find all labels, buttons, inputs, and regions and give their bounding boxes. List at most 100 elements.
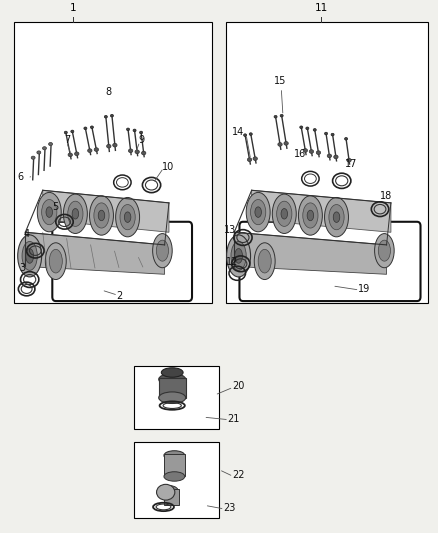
Polygon shape xyxy=(25,232,165,274)
Ellipse shape xyxy=(152,233,172,268)
Polygon shape xyxy=(234,232,387,274)
Text: 20: 20 xyxy=(232,381,244,391)
Ellipse shape xyxy=(74,152,79,156)
Polygon shape xyxy=(43,190,169,232)
Ellipse shape xyxy=(280,115,283,117)
Ellipse shape xyxy=(89,196,113,235)
Text: 19: 19 xyxy=(358,284,371,294)
Ellipse shape xyxy=(253,157,258,160)
Ellipse shape xyxy=(255,207,261,217)
Text: 21: 21 xyxy=(228,414,240,424)
Ellipse shape xyxy=(378,240,391,261)
Ellipse shape xyxy=(231,241,246,270)
Ellipse shape xyxy=(71,130,74,133)
Text: 16: 16 xyxy=(294,149,306,158)
Ellipse shape xyxy=(135,150,139,154)
Ellipse shape xyxy=(68,153,72,157)
Ellipse shape xyxy=(284,142,288,145)
Ellipse shape xyxy=(124,212,131,222)
Bar xyxy=(134,366,219,429)
Ellipse shape xyxy=(331,133,334,136)
Ellipse shape xyxy=(374,233,394,268)
Ellipse shape xyxy=(329,205,344,230)
Bar xyxy=(164,455,185,477)
Text: 7: 7 xyxy=(64,135,71,146)
Ellipse shape xyxy=(140,131,143,134)
Ellipse shape xyxy=(327,154,332,158)
Ellipse shape xyxy=(31,156,35,159)
Text: 11: 11 xyxy=(314,3,328,13)
Ellipse shape xyxy=(251,199,266,225)
Ellipse shape xyxy=(313,128,316,131)
Ellipse shape xyxy=(281,208,288,219)
Text: 2: 2 xyxy=(117,292,123,301)
Text: 10: 10 xyxy=(162,161,175,172)
Ellipse shape xyxy=(226,235,251,277)
Ellipse shape xyxy=(307,210,314,221)
Text: 18: 18 xyxy=(380,190,392,200)
Ellipse shape xyxy=(334,155,338,159)
Ellipse shape xyxy=(46,243,66,279)
Ellipse shape xyxy=(325,132,328,135)
Bar xyxy=(159,378,186,398)
Ellipse shape xyxy=(64,194,87,233)
Ellipse shape xyxy=(84,127,87,130)
Ellipse shape xyxy=(98,210,105,221)
Ellipse shape xyxy=(94,203,109,228)
Ellipse shape xyxy=(26,248,34,263)
Ellipse shape xyxy=(88,149,92,152)
Ellipse shape xyxy=(303,203,318,228)
Bar xyxy=(163,489,179,505)
Ellipse shape xyxy=(333,212,340,222)
Text: 17: 17 xyxy=(345,159,357,169)
Ellipse shape xyxy=(235,248,243,263)
Ellipse shape xyxy=(164,472,185,481)
Ellipse shape xyxy=(64,131,67,134)
Text: 15: 15 xyxy=(274,76,286,86)
Text: 12: 12 xyxy=(226,257,239,266)
Ellipse shape xyxy=(42,199,57,225)
Ellipse shape xyxy=(49,142,53,146)
Ellipse shape xyxy=(120,205,135,230)
Ellipse shape xyxy=(254,243,275,279)
Ellipse shape xyxy=(164,451,185,460)
Text: 14: 14 xyxy=(232,127,244,138)
Ellipse shape xyxy=(272,194,296,233)
Bar xyxy=(226,22,428,303)
Ellipse shape xyxy=(316,151,321,155)
Ellipse shape xyxy=(37,192,61,232)
Bar xyxy=(134,442,219,519)
Ellipse shape xyxy=(159,392,186,403)
Ellipse shape xyxy=(110,115,113,117)
Ellipse shape xyxy=(94,148,99,151)
Ellipse shape xyxy=(345,138,348,140)
Ellipse shape xyxy=(18,235,42,277)
Text: 13: 13 xyxy=(224,224,237,235)
Ellipse shape xyxy=(141,151,146,155)
Ellipse shape xyxy=(298,196,322,235)
Text: 6: 6 xyxy=(17,172,23,182)
Ellipse shape xyxy=(42,147,46,150)
Bar xyxy=(14,22,212,303)
Ellipse shape xyxy=(104,116,107,118)
Ellipse shape xyxy=(133,129,136,132)
Ellipse shape xyxy=(49,249,62,273)
Ellipse shape xyxy=(22,241,37,270)
Ellipse shape xyxy=(161,368,183,377)
Ellipse shape xyxy=(106,144,111,148)
Ellipse shape xyxy=(303,149,307,152)
Ellipse shape xyxy=(159,374,186,385)
Ellipse shape xyxy=(46,207,53,217)
Ellipse shape xyxy=(300,126,303,128)
Ellipse shape xyxy=(113,143,117,147)
Ellipse shape xyxy=(68,201,83,227)
Text: 1: 1 xyxy=(70,3,77,13)
Ellipse shape xyxy=(127,128,130,131)
Ellipse shape xyxy=(161,486,179,499)
Ellipse shape xyxy=(247,158,252,161)
Ellipse shape xyxy=(246,192,270,232)
Text: 4: 4 xyxy=(24,229,30,239)
Ellipse shape xyxy=(116,197,140,237)
Text: 23: 23 xyxy=(223,503,236,513)
Ellipse shape xyxy=(258,249,271,273)
